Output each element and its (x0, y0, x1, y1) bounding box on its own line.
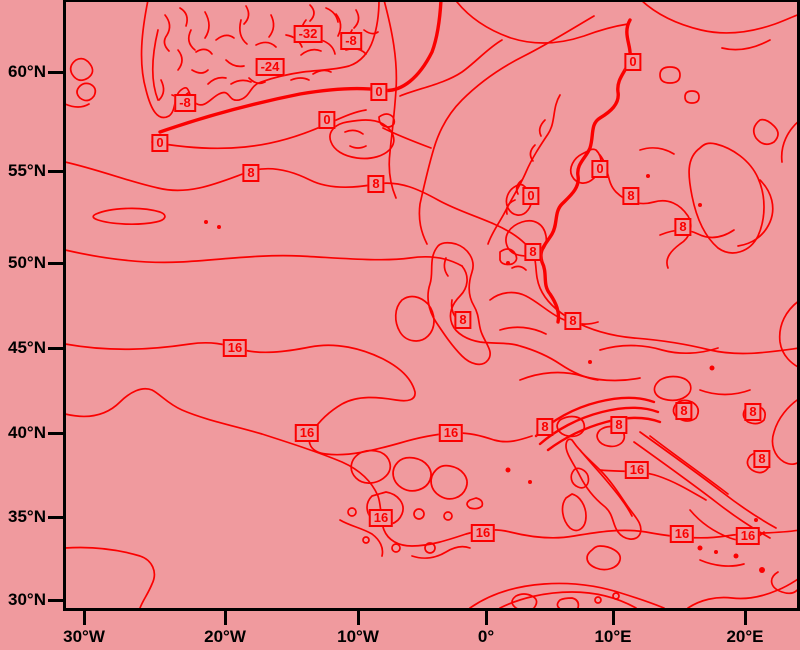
eastern-europe-contours (399, 39, 798, 474)
contour-value-label: 16 (669, 525, 695, 543)
x-axis-tick (611, 608, 615, 625)
thick-zero-contours (158, 0, 632, 324)
axis-top-line (63, 0, 800, 2)
x-axis-tick-label: 20°E (726, 627, 764, 646)
contour-value-label: 8 (610, 416, 628, 434)
contour-value-label: 8 (675, 402, 693, 420)
x-axis-tick (223, 608, 227, 625)
x-axis-tick (356, 608, 360, 625)
y-axis-tick-label: 55°N (8, 161, 46, 180)
contour-value-label: 0 (624, 53, 642, 71)
contour-value-label: 8 (622, 187, 640, 205)
y-axis-tick (48, 515, 65, 519)
axis-bottom-line (63, 608, 800, 611)
x-axis-tick (743, 608, 747, 625)
y-axis-tick-label: 30°N (8, 590, 46, 609)
contour-value-label: 8 (242, 164, 260, 182)
contour-value-label: 16 (222, 339, 248, 357)
axis-left-line (63, 0, 66, 611)
contour-value-label: 16 (735, 527, 761, 545)
contour-value-label: 16 (294, 424, 320, 442)
alps-contours (534, 396, 662, 452)
x-axis-tick-label: 30°W (63, 627, 105, 646)
y-axis-tick (48, 598, 65, 602)
italy-balkans-contours (561, 431, 777, 571)
contour-value-label: -8 (340, 32, 362, 50)
contour-value-label: 8 (564, 312, 582, 330)
iberia-contours (339, 449, 532, 559)
north-africa-contours (469, 559, 798, 608)
contour-value-label: -8 (174, 94, 196, 112)
x-axis-tick-label: 0° (477, 627, 495, 646)
x-axis-tick (82, 608, 86, 625)
y-axis-tick (48, 70, 65, 74)
contour-value-label: 16 (438, 424, 464, 442)
british-isles-contours (394, 241, 492, 366)
contour-value-label: 0 (151, 134, 169, 152)
contour-value-label: 8 (524, 243, 542, 261)
contour-value-label: 0 (591, 160, 609, 178)
contour-value-label: 0 (318, 111, 336, 129)
contour-value-label: 8 (744, 403, 762, 421)
y-axis-tick-label: 35°N (8, 507, 46, 526)
contour-value-label: 8 (536, 418, 554, 436)
x-axis-tick-label: 10°W (337, 627, 379, 646)
y-axis-tick-label: 50°N (8, 253, 46, 272)
contour-value-label: 16 (368, 509, 394, 527)
y-axis-tick (48, 261, 65, 265)
contour-value-label: 8 (674, 218, 692, 236)
contour-value-label: -24 (255, 58, 285, 76)
contour-value-label: 8 (454, 311, 472, 329)
contour-value-label: 8 (753, 450, 771, 468)
x-axis-tick-label: 10°E (594, 627, 632, 646)
y-axis-tick (48, 169, 65, 173)
x-axis-tick-label: 20°W (204, 627, 246, 646)
contour-value-label: 8 (367, 175, 385, 193)
axis-right-line (797, 0, 800, 611)
y-axis-tick-label: 60°N (8, 62, 46, 81)
contour-value-label: 16 (470, 524, 496, 542)
atlantic-contours (65, 0, 798, 245)
contour-value-label: -32 (293, 25, 323, 43)
contour-value-label: 0 (370, 83, 388, 101)
y-axis-tick-label: 40°N (8, 423, 46, 442)
y-axis-tick-label: 45°N (8, 338, 46, 357)
x-axis-tick (484, 608, 488, 625)
y-axis-tick (48, 431, 65, 435)
y-axis-tick (48, 346, 65, 350)
contour-value-label: 16 (624, 461, 650, 479)
contour-value-label: 0 (522, 187, 540, 205)
